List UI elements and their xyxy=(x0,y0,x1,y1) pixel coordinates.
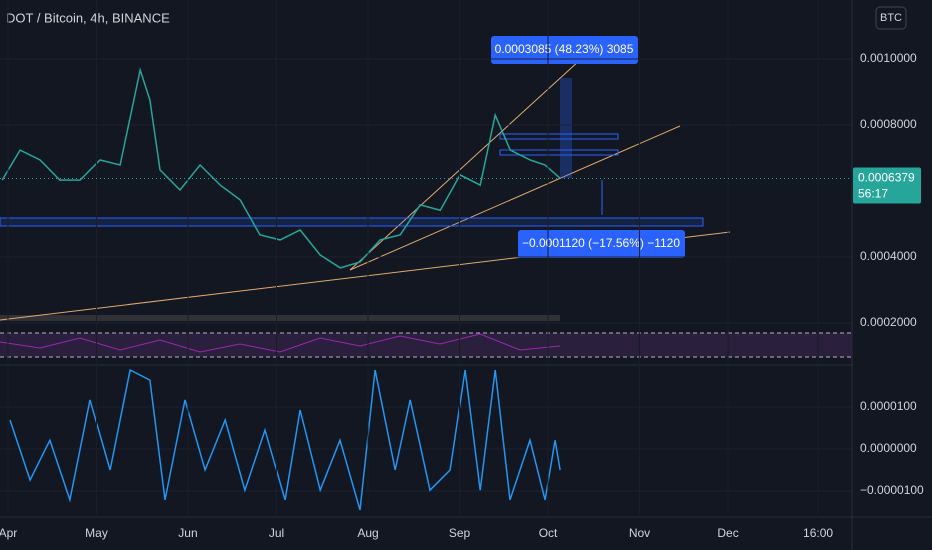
x-tick-label: May xyxy=(85,526,108,540)
countdown: 56:17 xyxy=(858,187,888,201)
rsi xyxy=(0,333,561,353)
annotation: −0.0001120 (−17.56%) −1120 xyxy=(522,236,680,250)
currency-label[interactable]: BTC xyxy=(880,12,902,24)
y-tick-label: 0.0010000 xyxy=(860,51,917,65)
zone-box xyxy=(499,149,619,156)
y-tick-label: −0.0000100 xyxy=(860,483,924,497)
last-price-box xyxy=(853,167,921,204)
y-tick-label: 0.0008000 xyxy=(860,117,917,131)
measure-box xyxy=(560,78,572,178)
x-tick-label: 16:00 xyxy=(803,526,833,540)
annotation-box xyxy=(491,36,638,64)
rsi-band xyxy=(0,333,852,357)
price-line xyxy=(1,66,561,269)
x-tick-label: Jul xyxy=(269,526,284,540)
y-tick-label: 0.0000000 xyxy=(860,441,917,455)
annotation-box xyxy=(518,230,685,258)
zone-box xyxy=(499,133,619,140)
trend-line xyxy=(349,59,581,271)
currency-button[interactable] xyxy=(875,6,907,30)
zone-box xyxy=(0,217,704,227)
annotation: 0.0003085 (48.23%) 3085 xyxy=(495,42,634,56)
x-tick-label: Apr xyxy=(0,526,17,540)
trend-line xyxy=(349,125,681,271)
price-line xyxy=(9,368,561,511)
x-tick-label: Sep xyxy=(449,526,471,540)
y-tick-label: 0.0004000 xyxy=(860,249,917,263)
last-price-label: 0.0006379 xyxy=(858,171,915,185)
x-tick-label: Jun xyxy=(178,526,197,540)
x-tick-label: Dec xyxy=(717,526,738,540)
x-tick-label: Nov xyxy=(629,526,650,540)
chart-title: DOT / Bitcoin, 4h, BINANCE xyxy=(6,10,170,25)
x-tick-label: Oct xyxy=(539,526,558,540)
y-tick-label: 0.0002000 xyxy=(860,315,917,329)
y-tick-label: 0.0000100 xyxy=(860,399,917,413)
x-tick-label: Aug xyxy=(357,526,378,540)
